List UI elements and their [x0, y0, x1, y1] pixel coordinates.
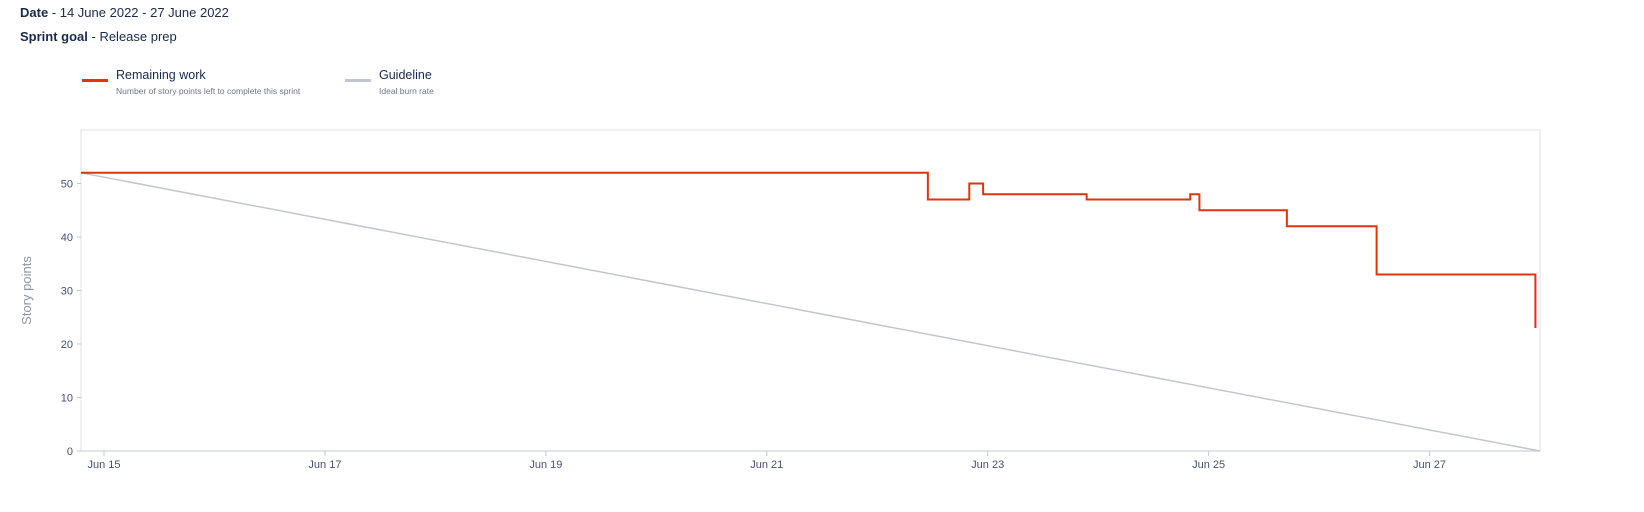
goal-value: - Release prep [87, 29, 177, 44]
y-tick-label: 40 [61, 232, 73, 244]
y-tick-label: 20 [61, 339, 73, 351]
y-tick-label: 0 [67, 446, 73, 458]
x-tick-label: Jun 17 [308, 459, 341, 471]
x-tick-label: Jun 15 [87, 459, 120, 471]
x-tick-label: Jun 25 [1192, 459, 1225, 471]
series-line-remaining-work [81, 171, 1537, 328]
x-tick-label: Jun 23 [971, 459, 1004, 471]
sprint-goal: Sprint goal - Release prep [20, 29, 177, 44]
legend-title-remaining-work: Remaining work [116, 68, 206, 82]
goal-label: Sprint goal [20, 29, 88, 44]
y-axis-title: Story points [19, 256, 34, 325]
y-tick-label: 50 [61, 179, 73, 191]
legend-title-guideline: Guideline [379, 68, 432, 82]
y-tick-label: 10 [61, 393, 73, 405]
x-tick-label: Jun 19 [529, 459, 562, 471]
x-tick-label: Jun 21 [750, 459, 783, 471]
legend-swatch-remaining-work [82, 79, 108, 82]
x-tick-label: Jun 27 [1413, 459, 1446, 471]
plot-area [80, 129, 1541, 452]
date-label: Date [20, 5, 49, 20]
date-value: - 14 June 2022 - 27 June 2022 [48, 5, 229, 20]
legend-swatch-guideline [345, 79, 371, 82]
legend-subtitle-guideline: Ideal burn rate [379, 86, 434, 96]
sprint-date: Date - 14 June 2022 - 27 June 2022 [20, 5, 229, 20]
series-line-guideline [80, 172, 1541, 452]
y-tick-label: 30 [61, 286, 73, 298]
legend-subtitle-remaining-work: Number of story points left to complete … [116, 86, 301, 96]
